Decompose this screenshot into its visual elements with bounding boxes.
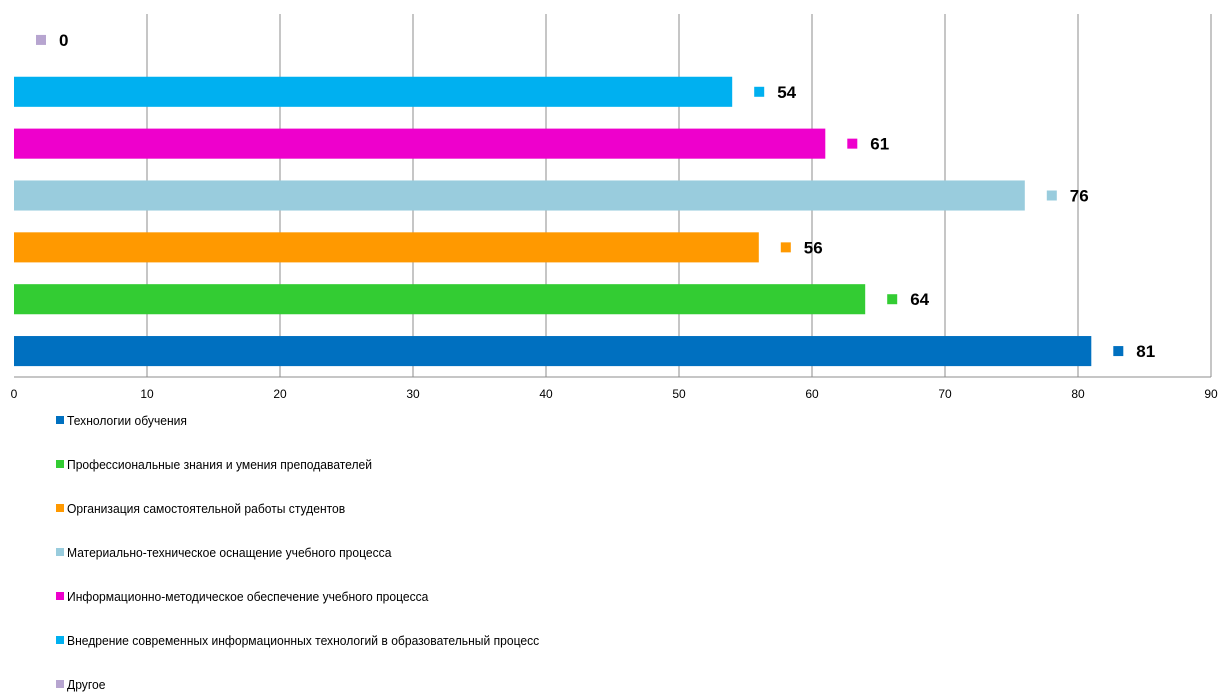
legend-label: Технологии обучения [67, 412, 187, 428]
x-tick-label: 10 [140, 387, 154, 401]
data-label-swatch [780, 242, 791, 253]
bar [14, 284, 866, 315]
legend-swatch [56, 504, 64, 512]
x-tick-label: 0 [11, 387, 18, 401]
bar [14, 232, 759, 263]
data-label-swatch [754, 86, 765, 97]
legend-item: Материально-техническое оснащение учебно… [56, 542, 416, 562]
bar [14, 128, 826, 159]
legend-item: Профессиональные знания и умения препода… [56, 454, 395, 474]
data-label: 0 [59, 31, 68, 50]
legend-label: Внедрение современных информационных тех… [67, 632, 540, 648]
data-label: 54 [777, 83, 796, 102]
data-label: 56 [804, 238, 823, 257]
legend-item: Внедрение современных информационных тех… [56, 630, 575, 650]
data-label-swatch [847, 138, 858, 149]
data-label: 81 [1136, 342, 1155, 361]
legend-swatch [56, 460, 64, 468]
legend-swatch [56, 416, 64, 424]
x-tick-label: 90 [1204, 387, 1218, 401]
legend-swatch [56, 548, 64, 556]
data-label: 61 [870, 135, 889, 154]
legend-item: Другое [56, 674, 108, 694]
data-label-swatch [1113, 346, 1124, 357]
data-label: 64 [910, 290, 929, 309]
legend-item: Технологии обучения [56, 410, 196, 430]
x-tick-label: 80 [1071, 387, 1085, 401]
legend-label: Другое [67, 676, 106, 692]
x-tick-label: 20 [273, 387, 287, 401]
legend-swatch [56, 680, 64, 688]
x-tick-label: 30 [406, 387, 420, 401]
x-tick-label: 60 [805, 387, 819, 401]
legend-label: Организация самостоятельной работы студе… [67, 500, 346, 516]
bar [14, 336, 1092, 367]
bar-chart: 81 64 56 76 61 54 0 0 10 20 30 40 50 60 70 80 90 [11, 14, 1218, 401]
data-label: 76 [1070, 187, 1089, 206]
legend-label: Информационно-методическое обеспечение у… [67, 588, 429, 604]
legend-swatch [56, 592, 64, 600]
x-tick-label: 40 [539, 387, 553, 401]
x-tick-label: 50 [672, 387, 686, 401]
bars: 81 64 56 76 61 54 0 [14, 31, 1155, 367]
legend-item: Информационно-методическое обеспечение у… [56, 586, 456, 606]
data-label-swatch [1046, 190, 1057, 201]
data-label-swatch [36, 34, 46, 45]
bar [14, 180, 1025, 211]
x-axis: 0 10 20 30 40 50 60 70 80 90 [11, 376, 1218, 401]
data-label-swatch [887, 294, 898, 305]
legend-label: Материально-техническое оснащение учебно… [67, 544, 392, 560]
legend-swatch [56, 636, 64, 644]
x-tick-label: 70 [938, 387, 952, 401]
bar [14, 76, 733, 107]
legend-label: Профессиональные знания и умения препода… [67, 456, 373, 472]
legend-item: Организация самостоятельной работы студе… [56, 498, 366, 518]
